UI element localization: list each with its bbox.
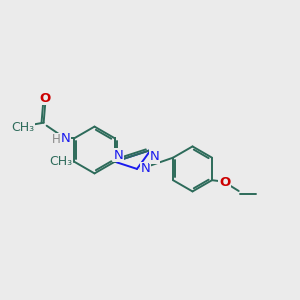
Text: N: N bbox=[140, 162, 150, 176]
Text: N: N bbox=[113, 148, 123, 162]
Text: N: N bbox=[149, 150, 159, 163]
Text: O: O bbox=[219, 176, 230, 189]
Text: H: H bbox=[52, 133, 61, 146]
Text: CH₃: CH₃ bbox=[49, 155, 72, 168]
Text: CH₃: CH₃ bbox=[11, 121, 34, 134]
Text: O: O bbox=[40, 92, 51, 105]
Text: N: N bbox=[60, 132, 70, 145]
